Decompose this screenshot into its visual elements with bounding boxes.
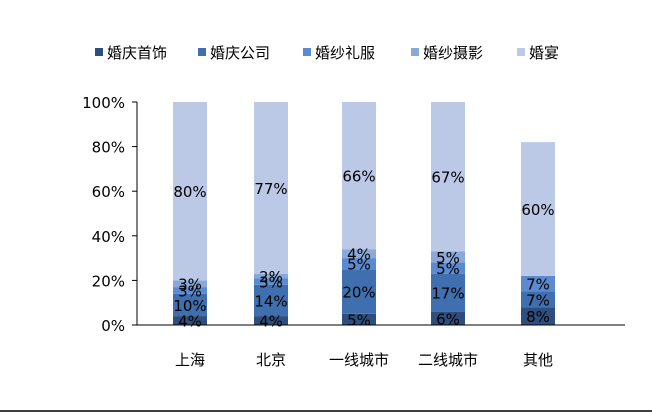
bar-segment — [173, 293, 207, 317]
data-label: 60% — [521, 201, 554, 219]
bar-segment — [521, 142, 555, 276]
data-label: 3% — [178, 276, 202, 294]
data-label: 2% — [259, 268, 283, 286]
data-labels: 4%10%3%3%80%4%14%3%2%77%5%20%5%4%66%6%17… — [173, 168, 554, 331]
legend-swatch — [198, 48, 206, 56]
data-label: 67% — [431, 169, 464, 187]
data-label: 4% — [347, 246, 371, 264]
legend-label: 婚庆首饰 — [107, 44, 167, 62]
bar-segment — [254, 316, 288, 325]
data-label: 5% — [436, 260, 460, 278]
x-tick-label: 上海 — [175, 351, 205, 369]
y-tick-label: 20% — [92, 272, 125, 290]
bar-segment — [254, 273, 288, 279]
bar-segment — [254, 102, 288, 274]
bar-segment — [342, 249, 376, 259]
legend-swatch — [411, 48, 419, 56]
data-label: 4% — [178, 313, 202, 331]
bar-segment — [254, 284, 288, 317]
y-tick-label: 80% — [92, 139, 125, 157]
bar-segment — [173, 102, 207, 281]
data-label: 5% — [347, 311, 371, 329]
data-label: 6% — [436, 310, 460, 328]
data-label: 8% — [526, 308, 550, 326]
legend-label: 婚庆公司 — [210, 44, 270, 62]
data-label: 5% — [436, 249, 460, 267]
bar-segment — [431, 102, 465, 252]
bar-segment — [342, 269, 376, 314]
legend-label: 婚纱摄影 — [423, 44, 483, 62]
bar-segment — [173, 316, 207, 325]
data-label: 77% — [254, 180, 287, 198]
bar-segment — [342, 258, 376, 270]
data-label: 66% — [342, 168, 375, 186]
x-tick-label: 二线城市 — [418, 351, 478, 369]
bar-segment — [254, 278, 288, 285]
data-label: 14% — [254, 292, 287, 310]
x-tick-label: 其他 — [523, 351, 553, 369]
axes: 上海 北京 一线城市 二线城市 其他 0% 20% 40% 60% 80% 100% — [82, 94, 625, 369]
data-label: 3% — [259, 274, 283, 292]
bar-segment — [431, 273, 465, 312]
bar-segment — [342, 102, 376, 250]
y-tick-label: 60% — [92, 183, 125, 201]
bar-segment — [521, 307, 555, 325]
data-label: 7% — [526, 291, 550, 309]
legend-swatch — [517, 48, 525, 56]
legend: 婚庆首饰 婚庆公司 婚纱礼服 婚纱摄影 婚宴 — [95, 44, 559, 62]
data-label: 4% — [259, 313, 283, 331]
data-label: 7% — [526, 276, 550, 294]
y-tick-label: 100% — [82, 94, 125, 112]
data-label: 5% — [347, 256, 371, 274]
y-tick-label: 40% — [92, 228, 125, 246]
bar-segment — [431, 311, 465, 325]
bar-segment — [342, 313, 376, 325]
data-label: 10% — [173, 297, 206, 315]
bar-segment — [521, 291, 555, 308]
bar-segment — [173, 287, 207, 294]
data-label: 80% — [173, 183, 206, 201]
legend-label: 婚纱礼服 — [315, 44, 375, 62]
legend-label: 婚宴 — [529, 44, 559, 62]
data-label: 20% — [342, 284, 375, 302]
x-tick-label: 北京 — [256, 351, 286, 369]
x-tick-label: 一线城市 — [329, 351, 389, 369]
plot-area — [173, 102, 555, 325]
bar-segment — [431, 262, 465, 274]
y-tick-label: 0% — [101, 317, 125, 335]
legend-swatch — [95, 48, 103, 56]
data-label: 3% — [178, 282, 202, 300]
bar-segment — [431, 251, 465, 263]
bar-segment — [521, 275, 555, 292]
legend-swatch — [303, 48, 311, 56]
data-label: 17% — [431, 285, 464, 303]
bar-segment — [173, 280, 207, 288]
